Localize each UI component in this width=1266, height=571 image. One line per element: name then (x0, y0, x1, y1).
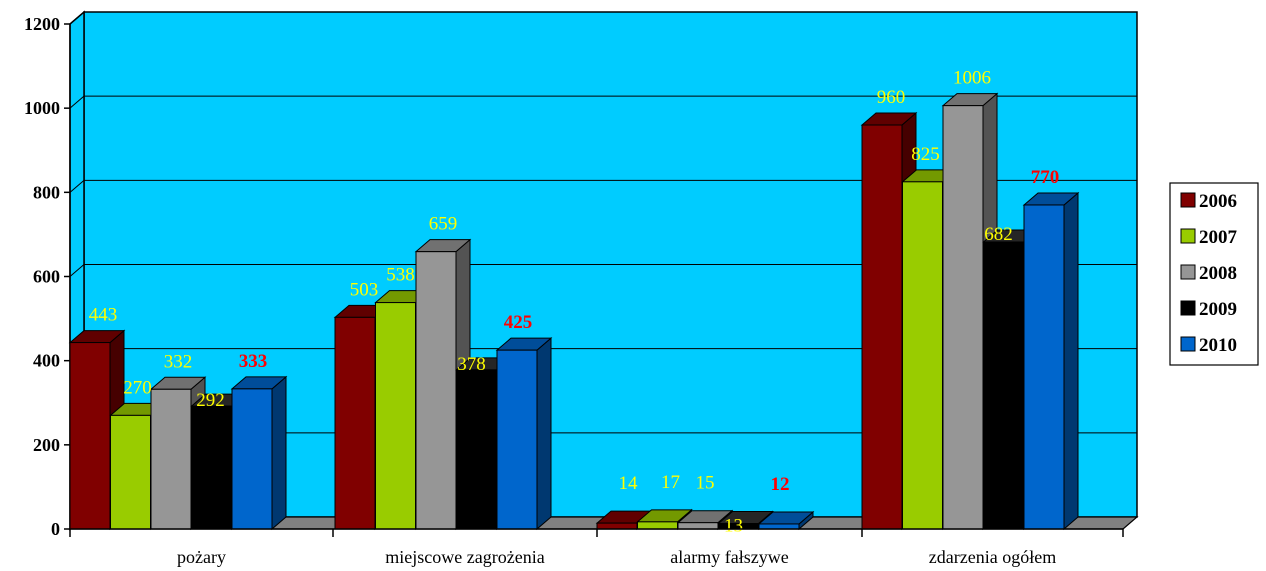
x-category-label: miejscowe zagrożenia (385, 547, 544, 567)
y-tick-label: 800 (33, 182, 60, 202)
gridline-side (69, 11, 85, 25)
data-label: 425 (504, 312, 533, 333)
data-label: 960 (877, 87, 906, 108)
y-axis: 0 200 400 600 800 1000 1200 (24, 14, 71, 539)
legend-label: 2006 (1199, 191, 1237, 212)
bar-front (110, 414, 151, 530)
data-label: 12 (771, 474, 790, 495)
bar-front (861, 124, 903, 530)
bar-2006-0 (68, 329, 126, 531)
data-label: 270 (123, 377, 152, 398)
data-label: 17 (661, 472, 680, 493)
y-tick-label: 400 (33, 351, 60, 371)
bar-front (983, 241, 1024, 530)
legend-swatch (1180, 192, 1196, 208)
data-label: 292 (196, 390, 225, 411)
bar-front (637, 521, 678, 530)
legend-label: 2008 (1199, 263, 1237, 284)
bar-front (69, 342, 111, 530)
bar-front (942, 105, 984, 530)
x-category-label: pożary (177, 547, 226, 567)
legend-item-2010: 2010 (1180, 335, 1237, 356)
bar-2010-2 (757, 510, 815, 531)
y-tick-label: 200 (33, 435, 60, 455)
legend-swatch (1180, 300, 1196, 316)
gridline-side (69, 179, 85, 193)
legend-item-2008: 2008 (1180, 263, 1237, 284)
bar-side (1063, 191, 1079, 531)
data-label: 1006 (953, 68, 991, 89)
legend-item-2006: 2006 (1180, 191, 1237, 212)
data-label: 15 (696, 473, 715, 494)
y-tick-label: 600 (33, 267, 60, 287)
legend-swatch (1180, 336, 1196, 352)
legend-swatch (1180, 264, 1196, 280)
bar-2010-3 (1022, 191, 1080, 531)
data-label: 332 (164, 351, 193, 372)
data-label: 13 (724, 516, 743, 537)
legend-swatch (1180, 228, 1196, 244)
bar-side (271, 375, 287, 531)
x-category-label: alarmy fałszywe (670, 547, 788, 567)
legend-label: 2009 (1199, 299, 1237, 320)
legend-item-2009: 2009 (1180, 299, 1237, 320)
bars (68, 92, 1080, 531)
bar-front (334, 316, 376, 530)
bar-front (1023, 204, 1065, 530)
bar-front (496, 349, 538, 530)
data-label: 378 (457, 354, 486, 375)
bar-front (677, 522, 719, 530)
data-label: 443 (89, 305, 118, 326)
bar-front (415, 251, 457, 530)
data-label: 659 (429, 214, 458, 235)
data-label: 14 (619, 473, 639, 494)
bar-2010-1 (495, 337, 553, 531)
bar-front (191, 405, 232, 530)
bar-front (150, 388, 192, 530)
legend-item-2007: 2007 (1180, 227, 1238, 248)
data-label: 503 (350, 279, 379, 300)
bar-front (758, 523, 800, 530)
gridline-side (69, 95, 85, 109)
y-tick-label: 1000 (24, 98, 60, 118)
bar-front (456, 369, 497, 530)
bar-front (231, 388, 273, 530)
data-label: 538 (386, 265, 415, 286)
legend: 2006 2007 2008 2009 2010 (1169, 182, 1259, 366)
data-label: 770 (1031, 167, 1060, 188)
legend-label: 2010 (1199, 335, 1237, 356)
x-category-label: zdarzenia ogółem (929, 547, 1056, 567)
bar-front (375, 302, 416, 530)
gridline-side (69, 264, 85, 277)
bar-front (596, 522, 638, 530)
y-tick-label: 1200 (24, 14, 60, 34)
y-tick-label: 0 (51, 519, 60, 539)
bar-2010-0 (230, 375, 288, 531)
legend-label: 2007 (1199, 227, 1238, 248)
bar-side (536, 337, 552, 531)
data-label: 825 (911, 144, 940, 165)
x-axis: pożary miejscowe zagrożenia alarmy fałszyw… (69, 528, 1124, 567)
bar-front (902, 181, 943, 530)
data-label: 333 (239, 351, 268, 372)
data-label: 682 (984, 224, 1013, 245)
